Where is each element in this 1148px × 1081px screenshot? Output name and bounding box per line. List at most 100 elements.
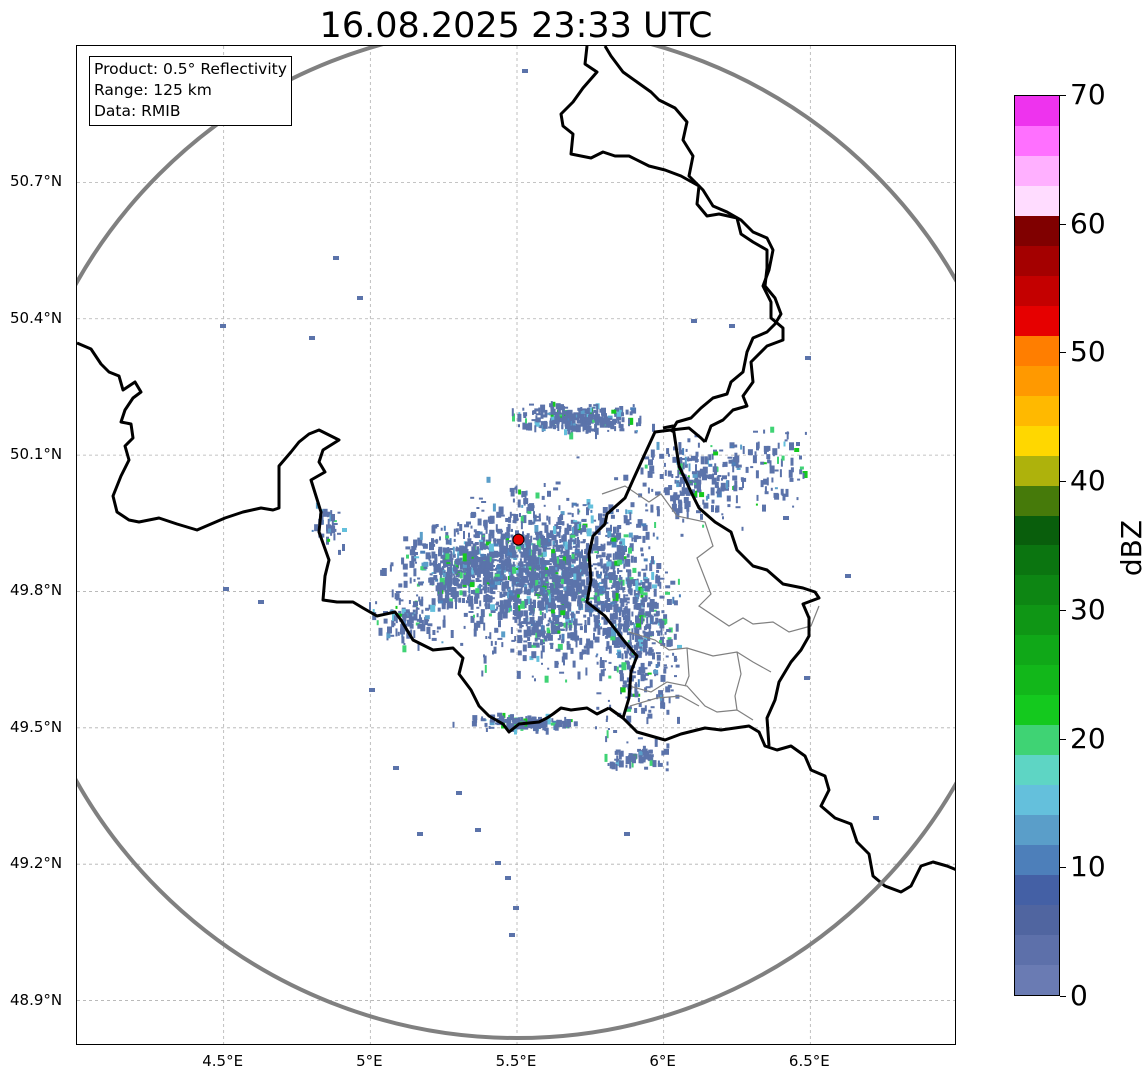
- echo-pixel: [441, 603, 446, 610]
- echo-pixel: [547, 412, 553, 415]
- echo-pixel: [586, 577, 589, 586]
- echo-pixel: [579, 652, 582, 660]
- echo-pixel: [376, 620, 379, 626]
- echo-pixel: [586, 647, 590, 655]
- echo-pixel: [656, 569, 660, 573]
- echo-pixel: [560, 511, 565, 516]
- echo-pixel: [523, 610, 528, 617]
- echo-pixel: [541, 543, 546, 549]
- echo-pixel: [450, 572, 453, 578]
- echo-pixel: [560, 549, 563, 555]
- echo-pixel: [646, 651, 652, 655]
- echo-pixel: [590, 597, 596, 600]
- echo-pixel: [436, 569, 442, 573]
- echo-pixel: [721, 513, 724, 516]
- echo-pixel: [515, 591, 520, 598]
- echo-pixel: [585, 414, 589, 418]
- echo-pixel: [618, 751, 622, 760]
- echo-pixel: [535, 492, 540, 499]
- echo-pixel: [454, 591, 459, 598]
- echo-pixel: [529, 609, 535, 614]
- echo-pixel: [594, 551, 599, 554]
- echo-pixel: [479, 566, 483, 569]
- echo-pixel: [561, 720, 565, 724]
- echo-pixel: [485, 728, 488, 732]
- echo-pixel: [544, 613, 547, 619]
- echo-pixel: [673, 446, 675, 451]
- echo-pixel: [475, 588, 480, 594]
- echo-pixel: [509, 933, 515, 937]
- echo-pixel: [620, 598, 625, 606]
- echo-pixel: [792, 505, 795, 508]
- echo-pixel: [440, 554, 445, 559]
- echo-pixel: [684, 463, 688, 468]
- echo-pixel: [622, 684, 627, 688]
- echo-pixel: [501, 581, 507, 588]
- echo-pixel: [641, 749, 646, 753]
- echo-pixel: [531, 716, 537, 722]
- echo-pixel: [552, 556, 557, 564]
- echo-pixel: [395, 615, 398, 624]
- echo-pixel: [592, 614, 595, 617]
- echo-pixel: [622, 680, 627, 685]
- echo-pixel: [614, 551, 618, 555]
- echo-pixel: [534, 425, 537, 433]
- echo-pixel: [526, 558, 530, 561]
- echo-pixel: [562, 405, 565, 413]
- echo-pixel: [575, 641, 578, 648]
- echo-pixel: [557, 598, 563, 603]
- echo-pixel: [645, 509, 649, 512]
- echo-pixel: [552, 401, 556, 407]
- echo-pixel: [455, 574, 460, 578]
- echo-pixel: [576, 573, 582, 582]
- echo-pixel: [509, 487, 515, 492]
- echo-pixel: [764, 491, 769, 495]
- echo-pixel: [439, 536, 441, 541]
- colorbar-tick-label: 10: [1070, 850, 1106, 884]
- echo-pixel: [439, 577, 445, 586]
- echo-pixel: [440, 527, 443, 531]
- echo-pixel: [764, 449, 767, 455]
- echo-pixel: [332, 523, 338, 525]
- echo-pixel: [492, 539, 497, 542]
- echo-pixel: [515, 485, 518, 494]
- echo-pixel: [457, 553, 460, 562]
- echo-pixel: [734, 455, 740, 463]
- echo-pixel: [483, 655, 487, 664]
- echo-pixel: [658, 618, 663, 623]
- echo-pixel: [632, 755, 636, 764]
- echo-pixel: [677, 644, 682, 649]
- echo-pixel: [399, 599, 404, 602]
- echo-pixel: [637, 698, 640, 702]
- echo-pixel: [584, 620, 587, 626]
- echo-pixel: [727, 456, 733, 459]
- echo-pixel: [621, 653, 624, 660]
- echo-pixel: [664, 469, 667, 476]
- echo-pixel: [566, 582, 569, 591]
- echo-pixel: [521, 583, 524, 588]
- echo-pixel: [570, 620, 573, 624]
- echo-pixel: [547, 622, 550, 626]
- echo-pixel: [548, 516, 551, 525]
- echo-pixel: [641, 758, 646, 761]
- echo-pixel: [523, 416, 527, 418]
- echo-pixel: [673, 633, 677, 640]
- echo-pixel: [401, 636, 405, 644]
- echo-pixel: [477, 557, 483, 562]
- echo-pixel: [510, 564, 516, 567]
- echo-pixel: [574, 567, 579, 575]
- echo-pixel: [600, 604, 605, 612]
- echo-pixel: [657, 760, 660, 765]
- echo-pixel: [487, 571, 492, 578]
- echo-pixel: [619, 541, 623, 545]
- echo-pixel: [541, 630, 546, 634]
- echo-pixel: [767, 445, 771, 451]
- echo-pixel: [609, 511, 613, 514]
- echo-pixel: [402, 563, 408, 570]
- echo-pixel: [631, 560, 634, 563]
- echo-pixel: [490, 597, 495, 600]
- echo-pixel: [623, 563, 626, 569]
- admin-border-line: [684, 647, 690, 687]
- echo-pixel: [659, 581, 662, 589]
- echo-pixel: [551, 535, 556, 541]
